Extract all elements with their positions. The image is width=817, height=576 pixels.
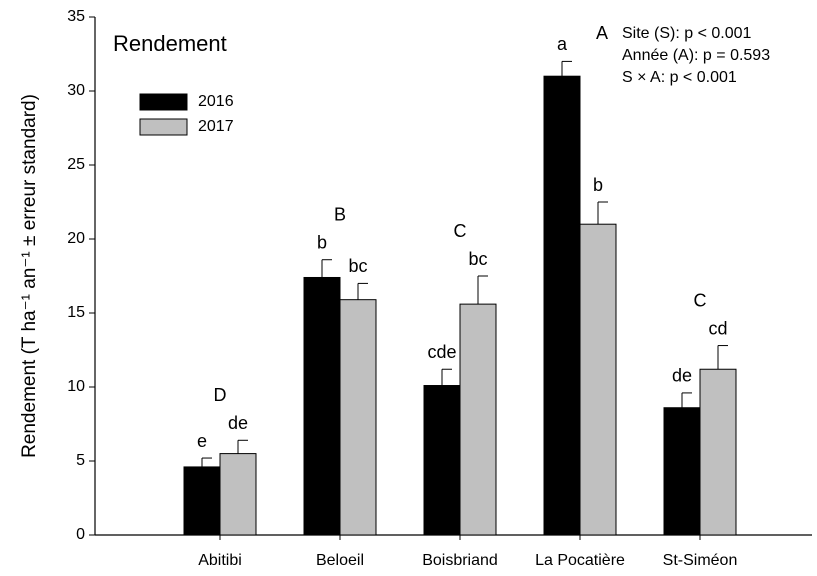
y-tick-label: 35	[67, 8, 85, 25]
legend-label: 2016	[198, 93, 234, 110]
y-tick-label: 0	[76, 526, 85, 543]
group-letter: D	[214, 385, 227, 405]
bar	[543, 75, 581, 536]
bar	[663, 407, 701, 536]
bar-letter: a	[557, 34, 568, 54]
chart-title: Rendement	[113, 31, 227, 56]
bar-letter: de	[672, 366, 692, 386]
x-tick-label: Beloeil	[316, 552, 364, 569]
bar	[699, 368, 737, 536]
bar	[183, 466, 221, 536]
y-tick-label: 30	[67, 82, 85, 99]
bar-letter: bc	[348, 256, 367, 276]
bar	[339, 299, 377, 536]
annotation: Site (S): p < 0.001	[622, 25, 752, 42]
bar	[579, 223, 617, 536]
bar-letter: b	[317, 232, 327, 252]
bar	[459, 303, 497, 536]
group-letter: A	[596, 23, 608, 43]
y-tick-label: 25	[67, 156, 85, 173]
x-tick-label: St-Siméon	[663, 552, 738, 569]
annotation: S × A: p < 0.001	[622, 69, 737, 86]
bar	[303, 276, 341, 536]
legend-swatch	[139, 118, 188, 136]
group-letter: C	[694, 290, 707, 310]
bar-letter: b	[593, 175, 603, 195]
bar-letter: cde	[427, 342, 456, 362]
y-tick-label: 15	[67, 304, 85, 321]
x-tick-label: La Pocatière	[535, 552, 625, 569]
bar-letter: bc	[468, 249, 487, 269]
y-axis-label: Rendement (T ha⁻¹ an⁻¹ ± erreur standard…	[19, 94, 40, 458]
group-letter: C	[454, 221, 467, 241]
group-letter: B	[334, 204, 346, 224]
y-tick-label: 10	[67, 378, 85, 395]
x-tick-label: Boisbriand	[422, 552, 498, 569]
y-tick-label: 20	[67, 230, 85, 247]
bar-letter: cd	[708, 318, 727, 338]
x-tick-label: Abitibi	[198, 552, 242, 569]
bar	[423, 385, 461, 536]
bar	[219, 453, 257, 536]
y-tick-label: 5	[76, 452, 85, 469]
annotation: Année (A): p = 0.593	[622, 47, 770, 64]
legend-label: 2017	[198, 118, 234, 135]
legend-swatch	[139, 93, 188, 111]
bar-letter: de	[228, 413, 248, 433]
bar-letter: e	[197, 431, 207, 451]
